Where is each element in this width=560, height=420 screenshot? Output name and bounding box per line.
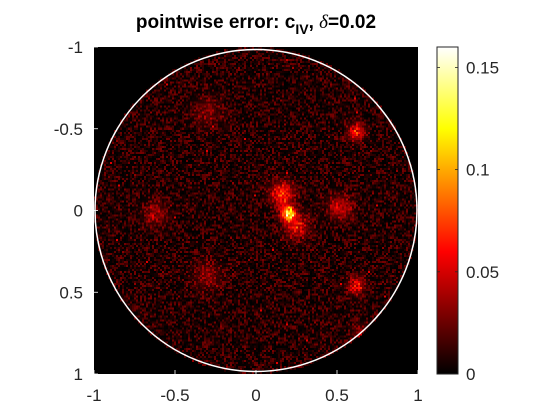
chart-title-subscript: IV	[295, 21, 309, 37]
chart-title-suffix: =0.02	[328, 12, 376, 33]
chart-title: pointwise error: cIV, δ=0.02	[136, 12, 376, 37]
y-tick-label: 1	[74, 365, 83, 384]
colorbar: 0 0.05 0.1 0.15	[436, 46, 499, 384]
y-tick-label: -0.5	[54, 120, 83, 139]
y-axis: -1 -0.5 0 0.5 1	[54, 38, 98, 384]
y-tick-label: 0.5	[59, 283, 83, 302]
x-tick-label: 0.5	[325, 386, 349, 405]
x-tick-label: -1	[86, 386, 101, 405]
colorbar-tick-label: 0	[466, 365, 475, 384]
chart-title-prefix: pointwise error: c	[136, 12, 296, 33]
colorbar-tick-label: 0.1	[466, 161, 490, 180]
x-tick-label: 0	[251, 386, 260, 405]
colorbar-tick-label: 0.15	[466, 58, 499, 77]
x-axis: -1 -0.5 0 0.5 1	[86, 370, 423, 405]
heatmap-image	[94, 47, 418, 374]
x-tick-label: -0.5	[160, 386, 189, 405]
x-tick-label: 1	[413, 386, 422, 405]
colorbar-ticks: 0 0.05 0.1 0.15	[437, 58, 499, 384]
plot-area: -1 -0.5 0 0.5 1 -1 -0.5 0 0.5 1	[54, 38, 423, 405]
chart-title-separator: ,	[309, 12, 320, 33]
colorbar-tick-label: 0.05	[466, 263, 499, 282]
colorbar-gradient	[436, 46, 459, 375]
y-tick-label: 0	[74, 202, 83, 221]
y-tick-label: -1	[68, 38, 83, 57]
chart-title-delta: δ	[319, 12, 329, 33]
